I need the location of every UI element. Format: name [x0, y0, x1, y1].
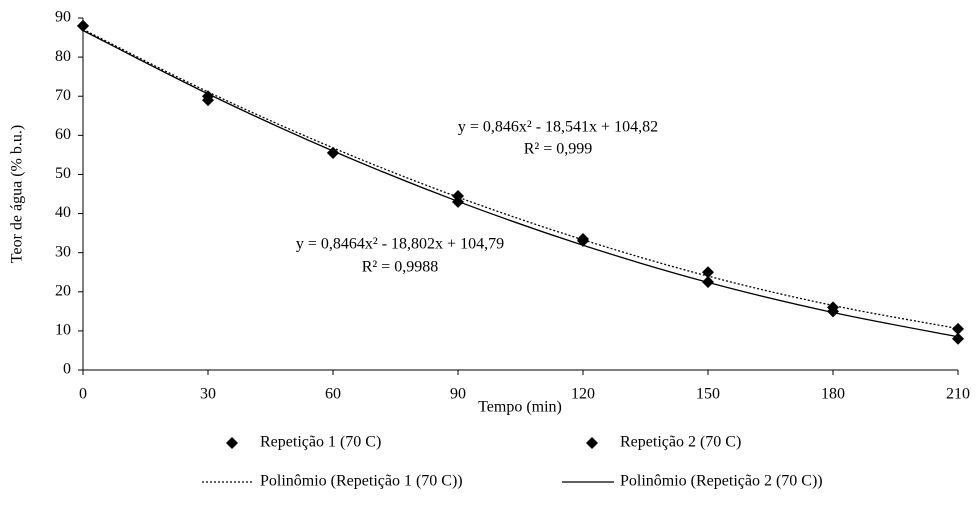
annotation: y = 0,846x² - 18,541x + 104,82 — [458, 119, 658, 136]
x-tick-label: 90 — [450, 386, 466, 403]
x-tick-label: 150 — [696, 386, 720, 403]
data-point — [952, 332, 964, 345]
x-tick-label: 0 — [79, 386, 87, 403]
x-tick-label: 210 — [946, 386, 970, 403]
data-point — [202, 94, 214, 107]
legend-label: Polinômio (Repetição 2 (70 C)) — [620, 473, 823, 490]
y-tick-label: 70 — [55, 87, 71, 104]
y-tick-label: 90 — [55, 9, 71, 26]
data-point — [952, 322, 964, 335]
data-point — [702, 266, 714, 279]
legend-label: Polinômio (Repetição 1 (70 C)) — [260, 473, 463, 490]
data-point — [827, 305, 839, 318]
x-tick-label: 180 — [821, 386, 845, 403]
y-tick-label: 20 — [55, 282, 71, 299]
y-tick-label: 0 — [63, 361, 71, 378]
y-axis-label: Teor de água (% b.u.) — [9, 125, 26, 263]
x-tick-label: 60 — [325, 386, 341, 403]
data-point — [77, 19, 89, 32]
annotation: R² = 0,9988 — [362, 259, 439, 276]
annotation: y = 0,8464x² - 18,802x + 104,79 — [296, 236, 504, 253]
legend-marker — [226, 437, 238, 449]
y-tick-label: 40 — [55, 204, 71, 221]
y-tick-label: 30 — [55, 243, 71, 260]
trend-line — [82, 28, 959, 330]
y-tick-label: 10 — [55, 322, 71, 339]
y-tick-label: 60 — [55, 126, 71, 143]
legend-marker — [586, 437, 598, 449]
trend-line — [82, 29, 959, 338]
y-tick-label: 80 — [55, 48, 71, 65]
x-tick-label: 30 — [200, 386, 216, 403]
legend-label: Repetição 2 (70 C) — [620, 434, 741, 451]
x-axis-label: Tempo (min) — [478, 399, 562, 416]
x-tick-label: 120 — [571, 386, 595, 403]
annotation: R² = 0,999 — [524, 141, 593, 158]
legend-label: Repetição 1 (70 C) — [260, 434, 381, 451]
y-tick-label: 50 — [55, 165, 71, 182]
